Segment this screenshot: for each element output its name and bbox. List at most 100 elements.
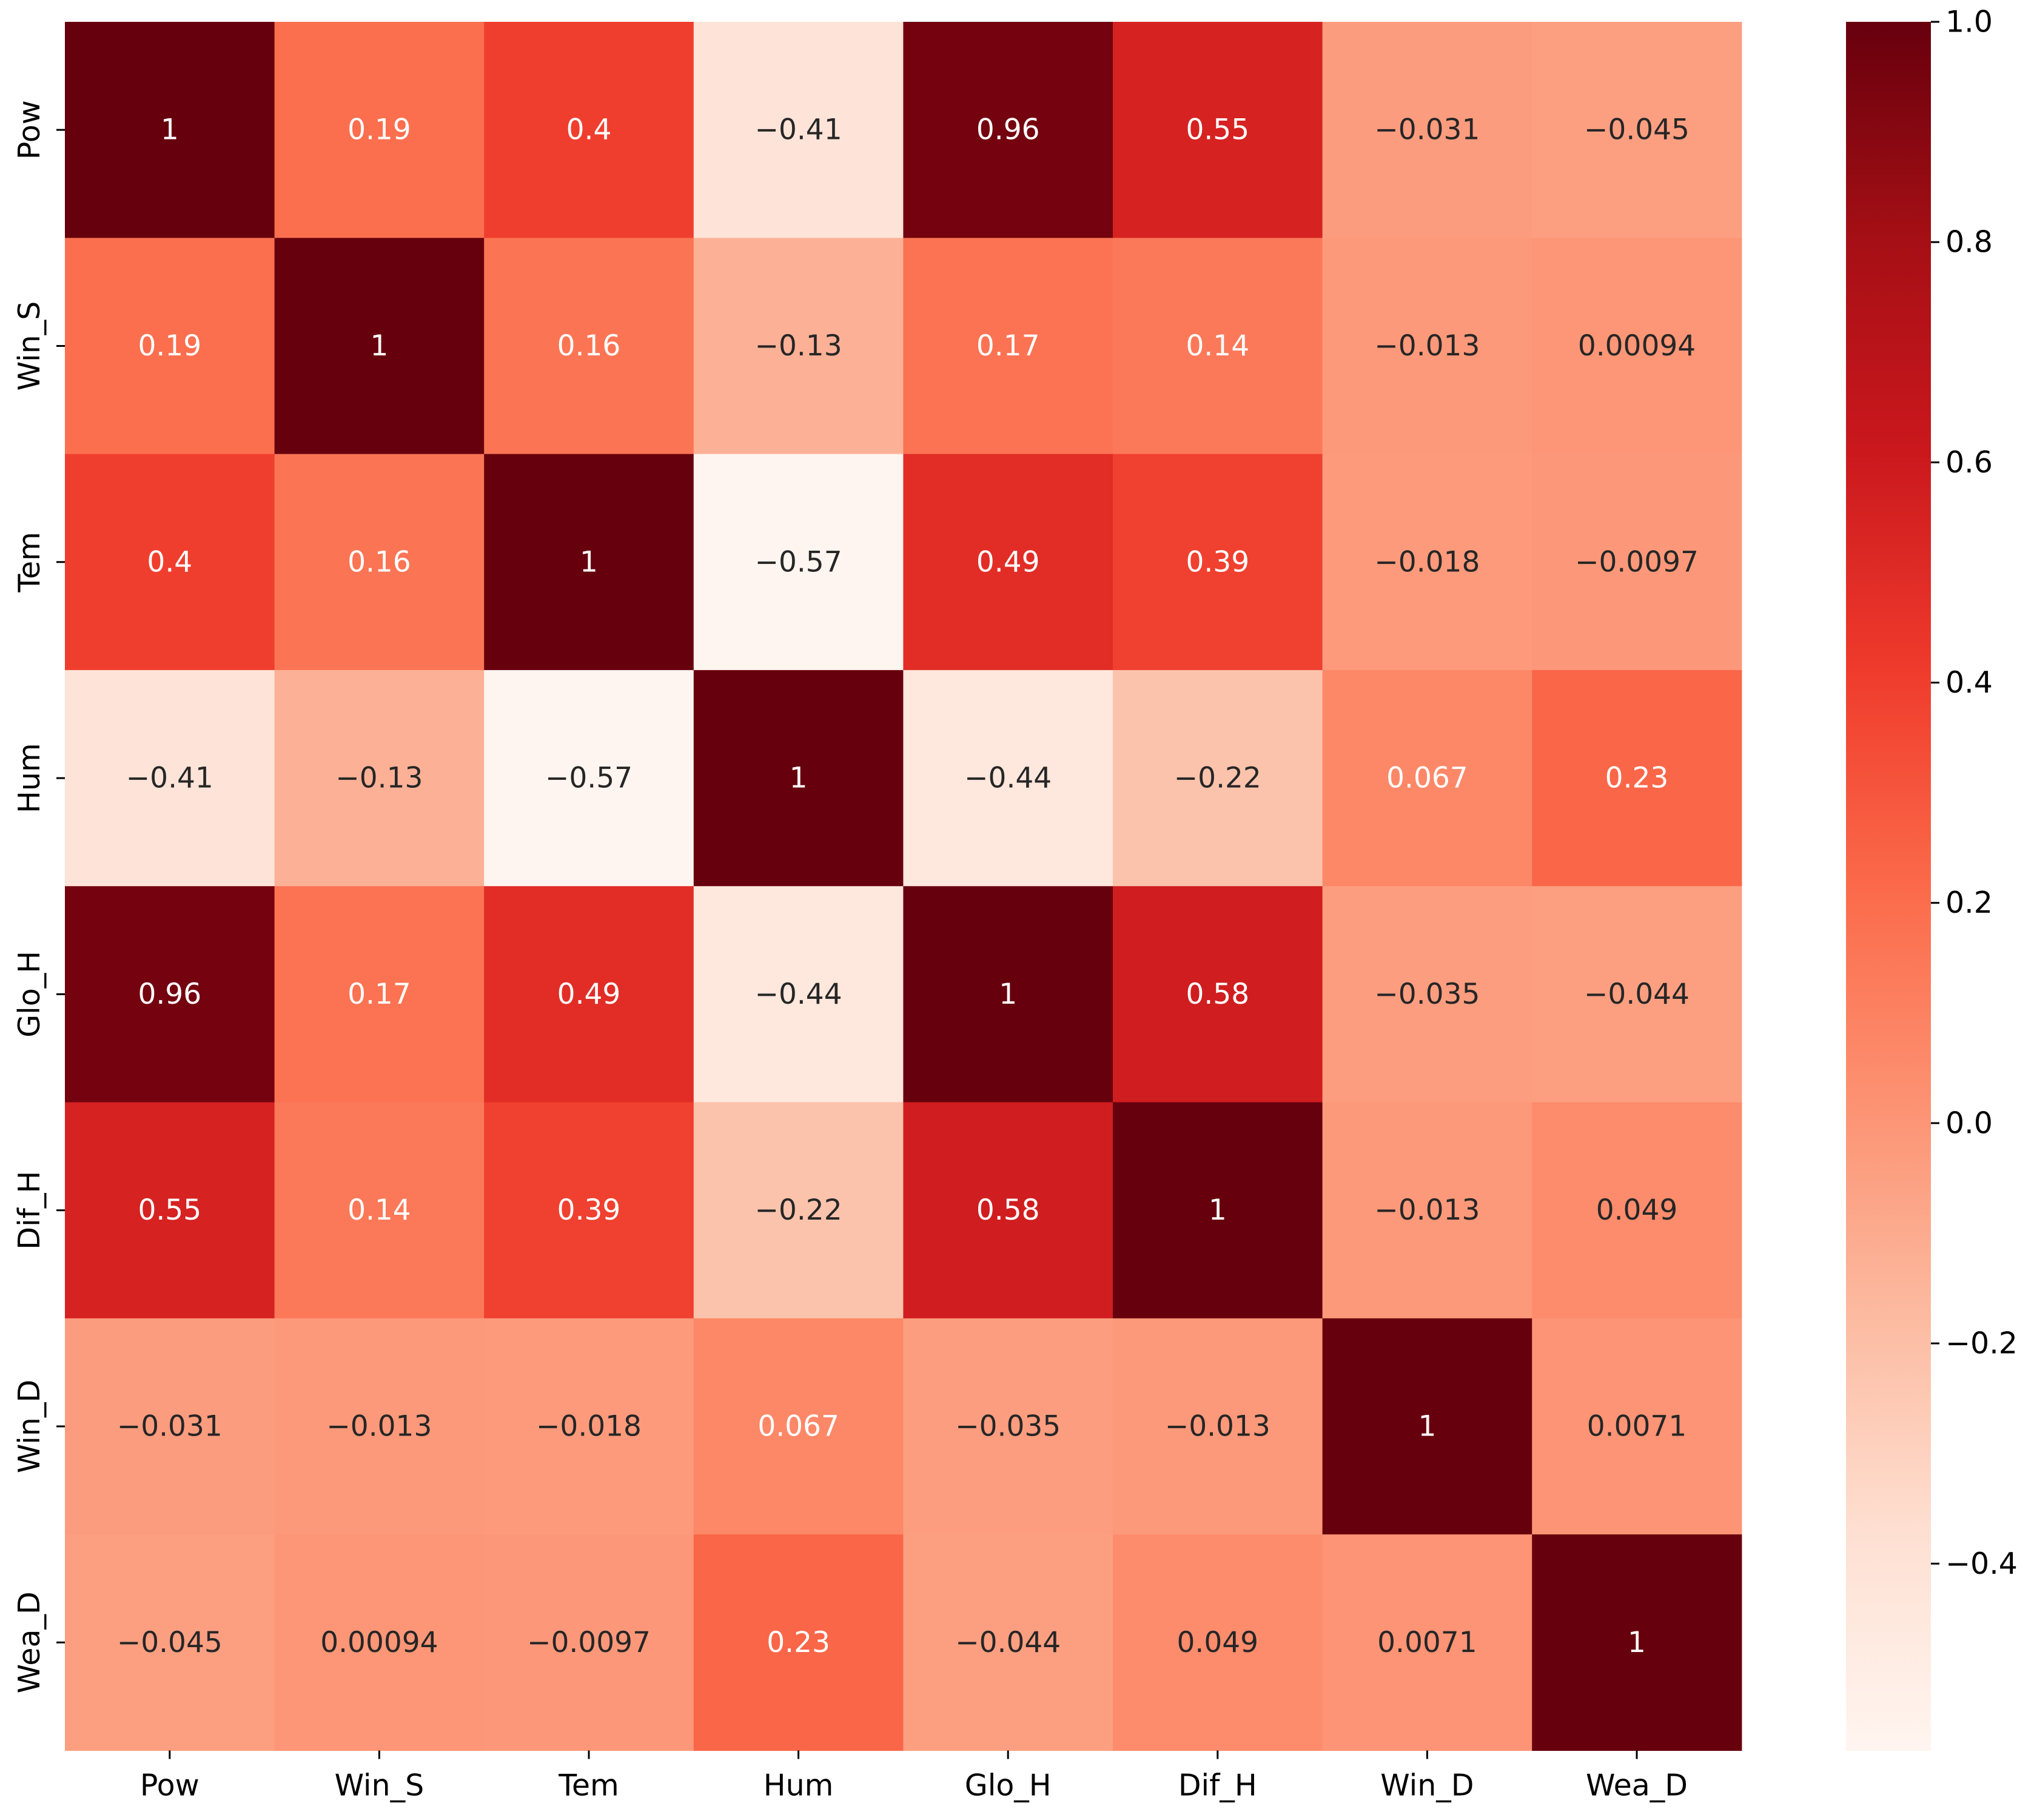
colorbar-tick-label: −0.4 (1945, 1546, 2018, 1581)
heatmap-cell (274, 22, 485, 238)
cell-value-label: 0.0071 (1377, 1626, 1477, 1659)
cell-value-label: 1 (1628, 1626, 1646, 1659)
cell-value-label: −0.018 (1374, 545, 1480, 579)
heatmap-cell (903, 1318, 1113, 1535)
heatmap-cell (1113, 22, 1323, 238)
cell-value-label: 0.4 (566, 113, 612, 147)
cell-value-label: 0.049 (1177, 1626, 1259, 1659)
cell-value-label: 0.23 (1605, 762, 1669, 795)
y-tick-label: Wea_D (12, 1591, 47, 1693)
cell-value-label: 0.58 (976, 1194, 1040, 1227)
cell-value-label: 0.49 (976, 545, 1040, 579)
colorbar (1846, 22, 1931, 1751)
cell-value-label: 0.16 (557, 329, 621, 363)
cell-value-label: −0.22 (755, 1194, 842, 1227)
cell-value-label: −0.013 (1165, 1409, 1270, 1443)
cell-value-label: 0.067 (1386, 762, 1468, 795)
heatmap-cell (65, 1534, 275, 1751)
heatmap-cell (1532, 22, 1742, 238)
cell-value-label: −0.035 (955, 1409, 1061, 1443)
heatmap-cell (1113, 1534, 1323, 1751)
cell-value-label: 1 (161, 113, 179, 147)
cell-value-label: −0.22 (1174, 762, 1261, 795)
cell-value-label: 0.96 (976, 113, 1040, 147)
heatmap-cell (484, 886, 694, 1103)
colorbar-tick-label: −0.2 (1945, 1326, 2018, 1361)
heatmap-cell (693, 1102, 904, 1319)
heatmap-cell (1322, 1318, 1532, 1535)
heatmap-cell (65, 886, 275, 1103)
heatmap-cell (903, 238, 1113, 455)
cell-value-label: −0.41 (126, 762, 213, 795)
cell-value-label: −0.0097 (527, 1626, 651, 1659)
cell-value-label: 0.23 (767, 1626, 830, 1659)
heatmap-cell (1532, 1318, 1742, 1535)
cell-value-label: 0.58 (1186, 978, 1249, 1011)
cell-value-label: −0.045 (1584, 113, 1690, 147)
cell-value-label: −0.044 (955, 1626, 1061, 1659)
x-tick-label: Win_S (335, 1768, 425, 1802)
colorbar-tick-label: 0.6 (1945, 445, 1993, 480)
cell-value-label: −0.13 (755, 329, 842, 363)
colorbar-tick-label: 0.8 (1945, 225, 1993, 260)
cell-value-label: 0.17 (976, 329, 1040, 363)
y-tick-label: Tem (12, 532, 47, 593)
heatmap-cell (1113, 670, 1323, 887)
colorbar-axis: 1.0 0.8 0.6 0.4 0.2 0.0 −0.2 −0.4 (1931, 5, 2018, 1581)
y-tick-label: Dif_H (12, 1171, 47, 1250)
heatmap-cell (1113, 454, 1323, 671)
heatmap-cell (484, 1534, 694, 1751)
cell-value-label: −0.013 (326, 1409, 432, 1443)
heatmap-cell (693, 454, 904, 671)
heatmap-cell (274, 670, 485, 887)
heatmap-cell (1113, 238, 1323, 455)
cell-value-label: 0.0071 (1587, 1409, 1687, 1443)
cell-value-label: 1 (790, 762, 808, 795)
heatmap-annotations: 1 0.19 0.4 −0.41 0.96 0.55 −0.031 −0.045 0.19 1 0.… (117, 113, 1699, 1659)
y-tick-label: Win_S (12, 301, 47, 391)
x-tick-label: Dif_H (1178, 1768, 1257, 1802)
cell-value-label: −0.035 (1374, 978, 1480, 1011)
y-tick-label: Win_D (12, 1380, 47, 1473)
heatmap-cell (693, 1534, 904, 1751)
heatmap-cell (65, 1102, 275, 1319)
y-axis: Pow Win_S Tem Hum Glo_H Dif_H Win_D Wea_D (12, 100, 65, 1693)
cell-value-label: −0.41 (755, 113, 842, 147)
heatmap-cell (693, 238, 904, 455)
heatmap-cell (1322, 238, 1532, 455)
cell-value-label: −0.57 (755, 545, 842, 579)
cell-value-label: 0.39 (1186, 545, 1249, 579)
heatmap-cell (274, 1102, 485, 1319)
heatmap-cell (65, 238, 275, 455)
heatmap-cell (693, 886, 904, 1103)
cell-value-label: −0.44 (755, 978, 842, 1011)
cell-value-label: 0.14 (1186, 329, 1249, 363)
heatmap-cell (693, 1318, 904, 1535)
heatmap-cell (65, 454, 275, 671)
heatmap-cell (1532, 886, 1742, 1103)
heatmap-cell (1322, 1102, 1532, 1319)
heatmap-cell (484, 22, 694, 238)
cell-value-label: 0.14 (347, 1194, 411, 1227)
cell-value-label: 0.067 (757, 1409, 839, 1443)
heatmap-cell (1322, 670, 1532, 887)
heatmap-cell (903, 454, 1113, 671)
cell-value-label: 0.49 (557, 978, 621, 1011)
heatmap-cell (903, 670, 1113, 887)
heatmap-cell (274, 238, 485, 455)
cell-value-label: 0.19 (138, 329, 201, 363)
heatmap-cell (1532, 454, 1742, 671)
cell-value-label: 0.17 (347, 978, 411, 1011)
colorbar-tick-label: 1.0 (1945, 5, 1993, 39)
x-axis: Pow Win_S Tem Hum Glo_H Dif_H Win_D Wea_D (140, 1750, 1688, 1802)
cell-value-label: 0.00094 (1578, 329, 1696, 363)
heatmap-cell (1322, 454, 1532, 671)
cell-value-label: 0.049 (1596, 1194, 1678, 1227)
colorbar-gradient (1846, 22, 1931, 1751)
cell-value-label: 0.16 (347, 545, 411, 579)
colorbar-tick-label: 0.2 (1945, 885, 1993, 920)
heatmap-cell (65, 22, 275, 238)
cell-value-label: −0.031 (117, 1409, 223, 1443)
cell-value-label: 1 (370, 329, 388, 363)
x-tick-label: Glo_H (965, 1768, 1052, 1802)
